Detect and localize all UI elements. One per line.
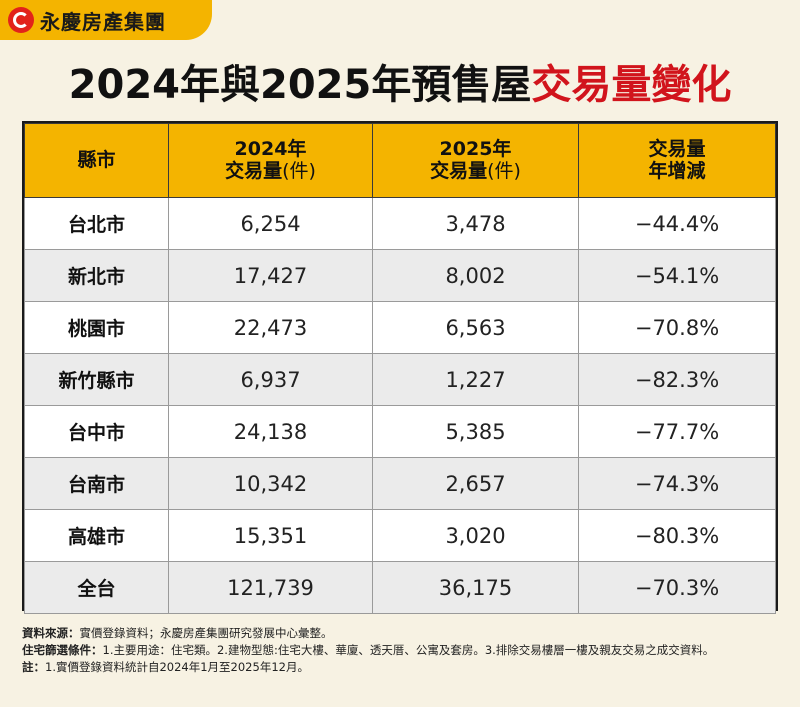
cell-city: 全台 <box>24 561 169 614</box>
table-row: 台北市 6,254 3,478 −44.4% <box>24 197 776 250</box>
header-yoy-line2: 年增減 <box>648 159 706 182</box>
cell-2024-volume: 121,739 <box>168 561 373 614</box>
cell-2024-volume: 6,937 <box>168 353 373 406</box>
cell-yoy-change: −80.3% <box>578 509 776 562</box>
table-row: 新竹縣市 6,937 1,227 −82.3% <box>24 353 776 406</box>
table-body: 台北市 6,254 3,478 −44.4% 新北市 17,427 8,002 −54.1% 桃… <box>24 197 776 614</box>
table-row: 新北市 17,427 8,002 −54.1% <box>24 249 776 302</box>
data-table-container: 縣市 2024年 交易量(件) 2025年 交易量(件) 交易量 年增減 台北市… <box>22 121 778 614</box>
table-header-row: 縣市 2024年 交易量(件) 2025年 交易量(件) 交易量 年增減 <box>24 123 776 198</box>
header-2025-year: 2025年 <box>439 137 512 160</box>
brand-name: 永慶房產集團 <box>40 9 166 34</box>
cell-2025-volume: 3,020 <box>372 509 579 562</box>
header-yoy-change: 交易量 年增減 <box>578 123 776 198</box>
cell-2025-volume: 6,563 <box>372 301 579 354</box>
cell-2024-volume: 15,351 <box>168 509 373 562</box>
page-title: 2024年與2025年預售屋交易量變化 <box>0 52 800 110</box>
table-row: 台南市 10,342 2,657 −74.3% <box>24 457 776 510</box>
cell-2025-volume: 5,385 <box>372 405 579 458</box>
cell-2025-volume: 8,002 <box>372 249 579 302</box>
brand-banner: 永慶房產集團 <box>0 0 212 40</box>
header-yoy-line1: 交易量 <box>648 137 706 160</box>
table-row: 台中市 24,138 5,385 −77.7% <box>24 405 776 458</box>
cell-yoy-change: −74.3% <box>578 457 776 510</box>
table-row: 桃園市 22,473 6,563 −70.8% <box>24 301 776 354</box>
header-2024-label: 交易量 <box>225 159 283 182</box>
cell-2024-volume: 24,138 <box>168 405 373 458</box>
note-period-label: 註： <box>22 660 45 674</box>
cell-2024-volume: 22,473 <box>168 301 373 354</box>
note-source-label: 資料來源： <box>22 626 80 640</box>
note-filter: 住宅篩選條件：1.主要用途：住宅類。2.建物型態:住宅大樓、華廈、透天厝、公寓及… <box>22 642 778 659</box>
cell-yoy-change: −54.1% <box>578 249 776 302</box>
title-part-2: 預售屋 <box>411 62 532 108</box>
note-source: 資料來源：實價登錄資料；永慶房產集團研究發展中心彙整。 <box>22 625 778 642</box>
transaction-table: 縣市 2024年 交易量(件) 2025年 交易量(件) 交易量 年增減 台北市… <box>24 123 776 614</box>
cell-city: 台北市 <box>24 197 169 250</box>
cell-2024-volume: 10,342 <box>168 457 373 510</box>
cell-city: 新北市 <box>24 249 169 302</box>
note-period: 註：1.實價登錄資料統計自2024年1月至2025年12月。 <box>22 659 778 676</box>
cell-yoy-change: −82.3% <box>578 353 776 406</box>
brand-logo-icon <box>8 7 34 33</box>
header-2025-unit: (件) <box>487 159 521 182</box>
cell-2025-volume: 1,227 <box>372 353 579 406</box>
table-row: 高雄市 15,351 3,020 −80.3% <box>24 509 776 562</box>
header-2024-unit: (件) <box>282 159 316 182</box>
header-2024-year: 2024年 <box>234 137 307 160</box>
cell-city: 新竹縣市 <box>24 353 169 406</box>
cell-2025-volume: 36,175 <box>372 561 579 614</box>
note-filter-label: 住宅篩選條件： <box>22 643 103 657</box>
note-filter-text: 1.主要用途：住宅類。2.建物型態:住宅大樓、華廈、透天厝、公寓及套房。3.排除… <box>102 643 715 657</box>
header-city-label: 縣市 <box>77 148 116 171</box>
cell-city: 台中市 <box>24 405 169 458</box>
footnotes: 資料來源：實價登錄資料；永慶房產集團研究發展中心彙整。 住宅篩選條件：1.主要用… <box>22 625 778 676</box>
cell-2024-volume: 17,427 <box>168 249 373 302</box>
cell-city: 台南市 <box>24 457 169 510</box>
title-part-3: 交易量變化 <box>531 62 732 108</box>
note-source-text: 實價登錄資料；永慶房產集團研究發展中心彙整。 <box>79 626 333 640</box>
cell-2025-volume: 2,657 <box>372 457 579 510</box>
cell-city: 高雄市 <box>24 509 169 562</box>
header-city: 縣市 <box>24 123 169 198</box>
cell-2025-volume: 3,478 <box>372 197 579 250</box>
header-2025-label: 交易量 <box>430 159 488 182</box>
cell-yoy-change: −77.7% <box>578 405 776 458</box>
note-period-text: 1.實價登錄資料統計自2024年1月至2025年12月。 <box>45 660 309 674</box>
cell-yoy-change: −70.8% <box>578 301 776 354</box>
cell-2024-volume: 6,254 <box>168 197 373 250</box>
header-2025-volume: 2025年 交易量(件) <box>372 123 579 198</box>
cell-yoy-change: −70.3% <box>578 561 776 614</box>
title-part-1: 2024年與2025年 <box>68 62 412 108</box>
header-2024-volume: 2024年 交易量(件) <box>168 123 373 198</box>
cell-city: 桃園市 <box>24 301 169 354</box>
table-row: 全台 121,739 36,175 −70.3% <box>24 561 776 614</box>
cell-yoy-change: −44.4% <box>578 197 776 250</box>
